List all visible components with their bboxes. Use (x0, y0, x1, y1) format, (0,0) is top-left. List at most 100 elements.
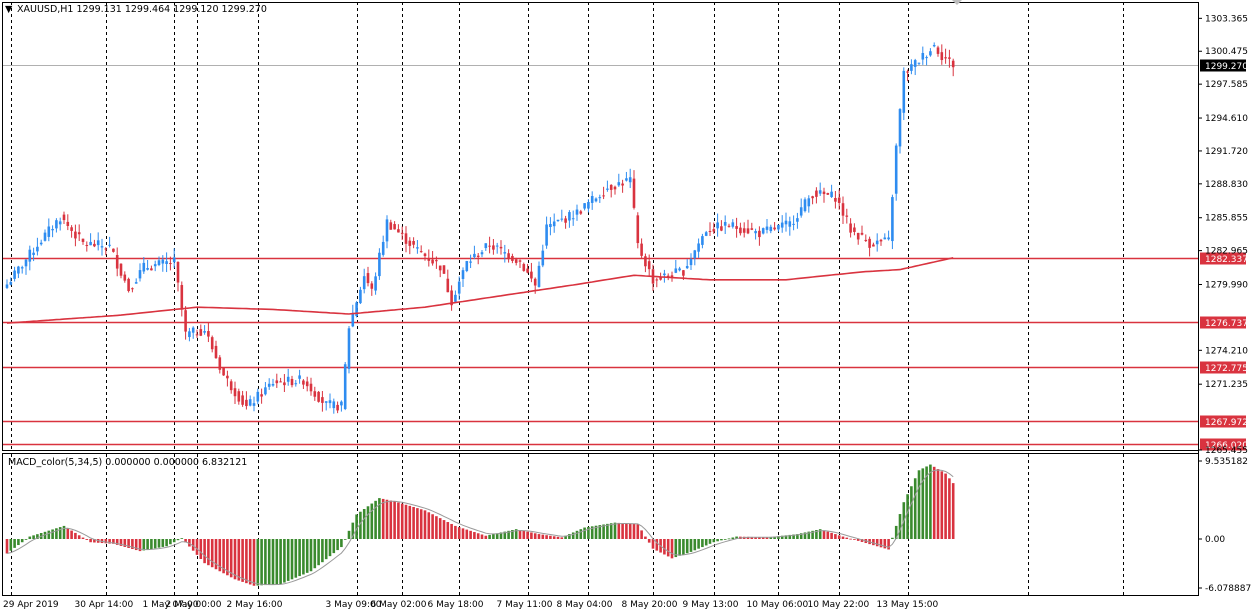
macd-bar (921, 468, 925, 539)
macd-bar (442, 520, 446, 539)
candle-body (636, 215, 640, 244)
candle-body (207, 331, 210, 337)
x-tick-label: 2 May 16:00 (227, 600, 283, 610)
macd-bar (241, 539, 244, 582)
candle-body (514, 259, 518, 263)
macd-bar (218, 539, 222, 572)
macd-bar (910, 486, 913, 539)
macd-bar (590, 526, 594, 539)
candle-body (58, 221, 62, 225)
macd-bar (917, 470, 921, 539)
macd-bar (146, 539, 149, 550)
candle-body (818, 190, 822, 194)
macd-bar (366, 506, 370, 539)
y-tick-label: 1294.610 (1205, 114, 1248, 124)
macd-bar (495, 533, 499, 539)
macd-bar (279, 539, 282, 585)
candle-body (617, 182, 621, 186)
macd-bar (457, 527, 461, 539)
macd-bar (697, 539, 700, 549)
x-tick-label: 1 May 07:00 (143, 600, 199, 610)
macd-bar (685, 539, 689, 554)
candle-body (298, 375, 301, 379)
candle-body (359, 289, 362, 304)
macd-bar (123, 539, 127, 547)
candle-body (435, 260, 438, 262)
macd-bar (324, 539, 328, 560)
macd-bar (119, 539, 123, 546)
candle-body (454, 294, 457, 302)
macd-bar (796, 534, 799, 539)
candle-body (131, 288, 134, 290)
candle-body (537, 265, 541, 287)
macd-bar (761, 537, 765, 539)
candle-body (332, 401, 336, 409)
candle-body (355, 302, 358, 317)
macd-bar (689, 539, 693, 552)
candle-body (176, 261, 180, 283)
candle-body (412, 241, 415, 245)
macd-bar (5, 539, 9, 554)
candle-body (910, 64, 913, 71)
macd-bar (28, 536, 32, 539)
candle-body (191, 327, 195, 333)
macd-bar (336, 539, 339, 551)
macd-bar (887, 539, 890, 550)
candle-body (457, 281, 461, 294)
horizontal-levels[interactable]: 1282.337 1276.737 1272.775 1267.972 1266.020… (3, 59, 1248, 452)
candle-body (875, 240, 879, 245)
macd-bar (260, 539, 263, 586)
candle-body (940, 52, 944, 61)
candle-body (526, 268, 529, 273)
candle-body (811, 196, 814, 199)
macd-bar (811, 530, 814, 539)
candle-body (397, 229, 400, 233)
macd-bar (93, 539, 96, 543)
candle-body (222, 367, 225, 376)
candle-body (746, 228, 750, 234)
macd-bar (305, 539, 309, 573)
macd-bar (416, 508, 419, 539)
candle-body (226, 375, 229, 379)
candle-body (480, 252, 484, 255)
candle-body (146, 268, 149, 270)
candle-body (792, 223, 795, 225)
candle-body (317, 391, 320, 402)
macd-bar (575, 530, 579, 539)
level-tag (1200, 438, 1246, 451)
candle-body (229, 381, 233, 391)
macd-bar (701, 539, 704, 548)
macd-bar (526, 531, 529, 539)
candle-body (556, 219, 560, 222)
macd-bar (704, 539, 708, 546)
scroll-marker-icon[interactable] (952, 0, 962, 5)
macd-bar (438, 518, 442, 539)
macd-bar (792, 534, 795, 539)
macd-y-tick-label: 0.00 (1205, 535, 1225, 545)
macd-bar (317, 539, 320, 566)
candle-body (370, 283, 374, 289)
macd-bar (754, 537, 757, 539)
macd-bar (856, 539, 860, 541)
macd-bar (435, 516, 438, 539)
candle-body (898, 109, 902, 147)
candle-body (28, 249, 32, 262)
candle-body (96, 240, 100, 246)
y-tick-label: 1297.585 (1205, 80, 1248, 90)
candle-body (735, 226, 738, 229)
macd-bar (841, 536, 845, 539)
candle-body (606, 188, 609, 190)
candle-body (362, 276, 366, 290)
candle-body (602, 195, 605, 197)
macd-histogram (5, 464, 955, 586)
macd-bar (351, 522, 355, 539)
macd-bar (514, 529, 518, 539)
candle-body (921, 53, 925, 60)
candle-body (784, 220, 788, 225)
macd-bar (773, 536, 776, 539)
candle-body (416, 247, 419, 249)
macd-bar (267, 539, 271, 585)
macd-bar (594, 525, 598, 539)
candle-body (89, 241, 92, 246)
